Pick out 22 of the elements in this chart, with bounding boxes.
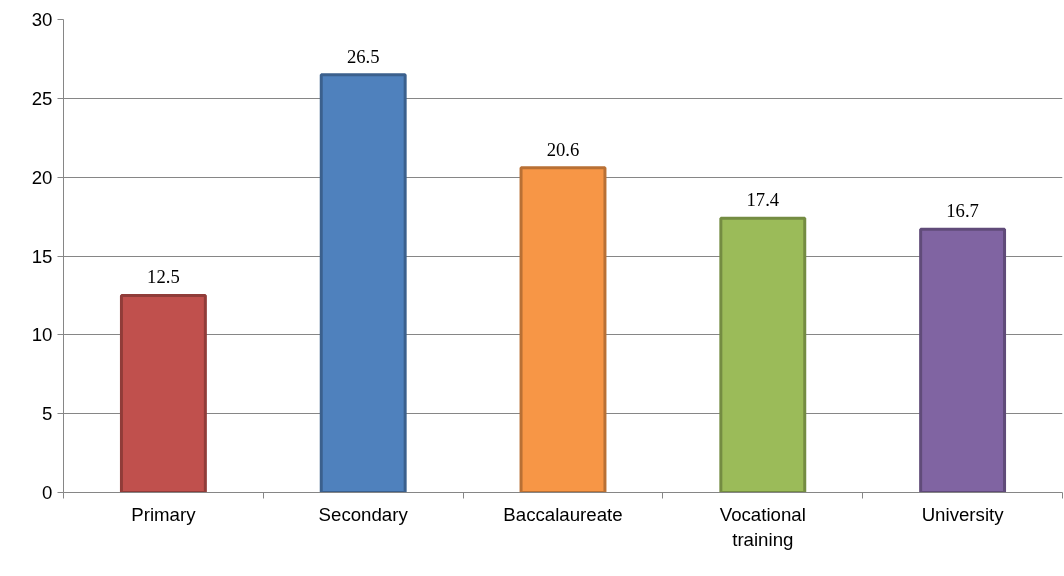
bar [519, 166, 607, 493]
data-label: 12.5 [147, 266, 180, 288]
bar [119, 293, 207, 493]
data-label: 16.7 [946, 200, 979, 222]
x-tick-label: Secondary [318, 503, 409, 525]
data-label: 26.5 [346, 45, 380, 67]
bar [719, 216, 807, 493]
bar [919, 227, 1007, 493]
x-tick-label: Baccalaureate [503, 503, 623, 525]
data-label: 17.4 [746, 189, 780, 211]
x-tick-label: University [921, 503, 1005, 525]
y-tick-label: 20 [31, 166, 53, 188]
y-tick-label: 25 [31, 87, 53, 109]
y-tick-label: 30 [31, 9, 53, 30]
data-label: 20.6 [546, 138, 580, 160]
y-tick-label: 10 [31, 324, 53, 346]
x-tick-label: Vocational training [719, 503, 806, 550]
bar [319, 73, 407, 493]
y-tick-label: 5 [42, 403, 53, 425]
y-tick-label: 15 [31, 245, 53, 267]
y-tick-label: 0 [42, 482, 53, 503]
x-tick-label: Primary [131, 503, 197, 525]
